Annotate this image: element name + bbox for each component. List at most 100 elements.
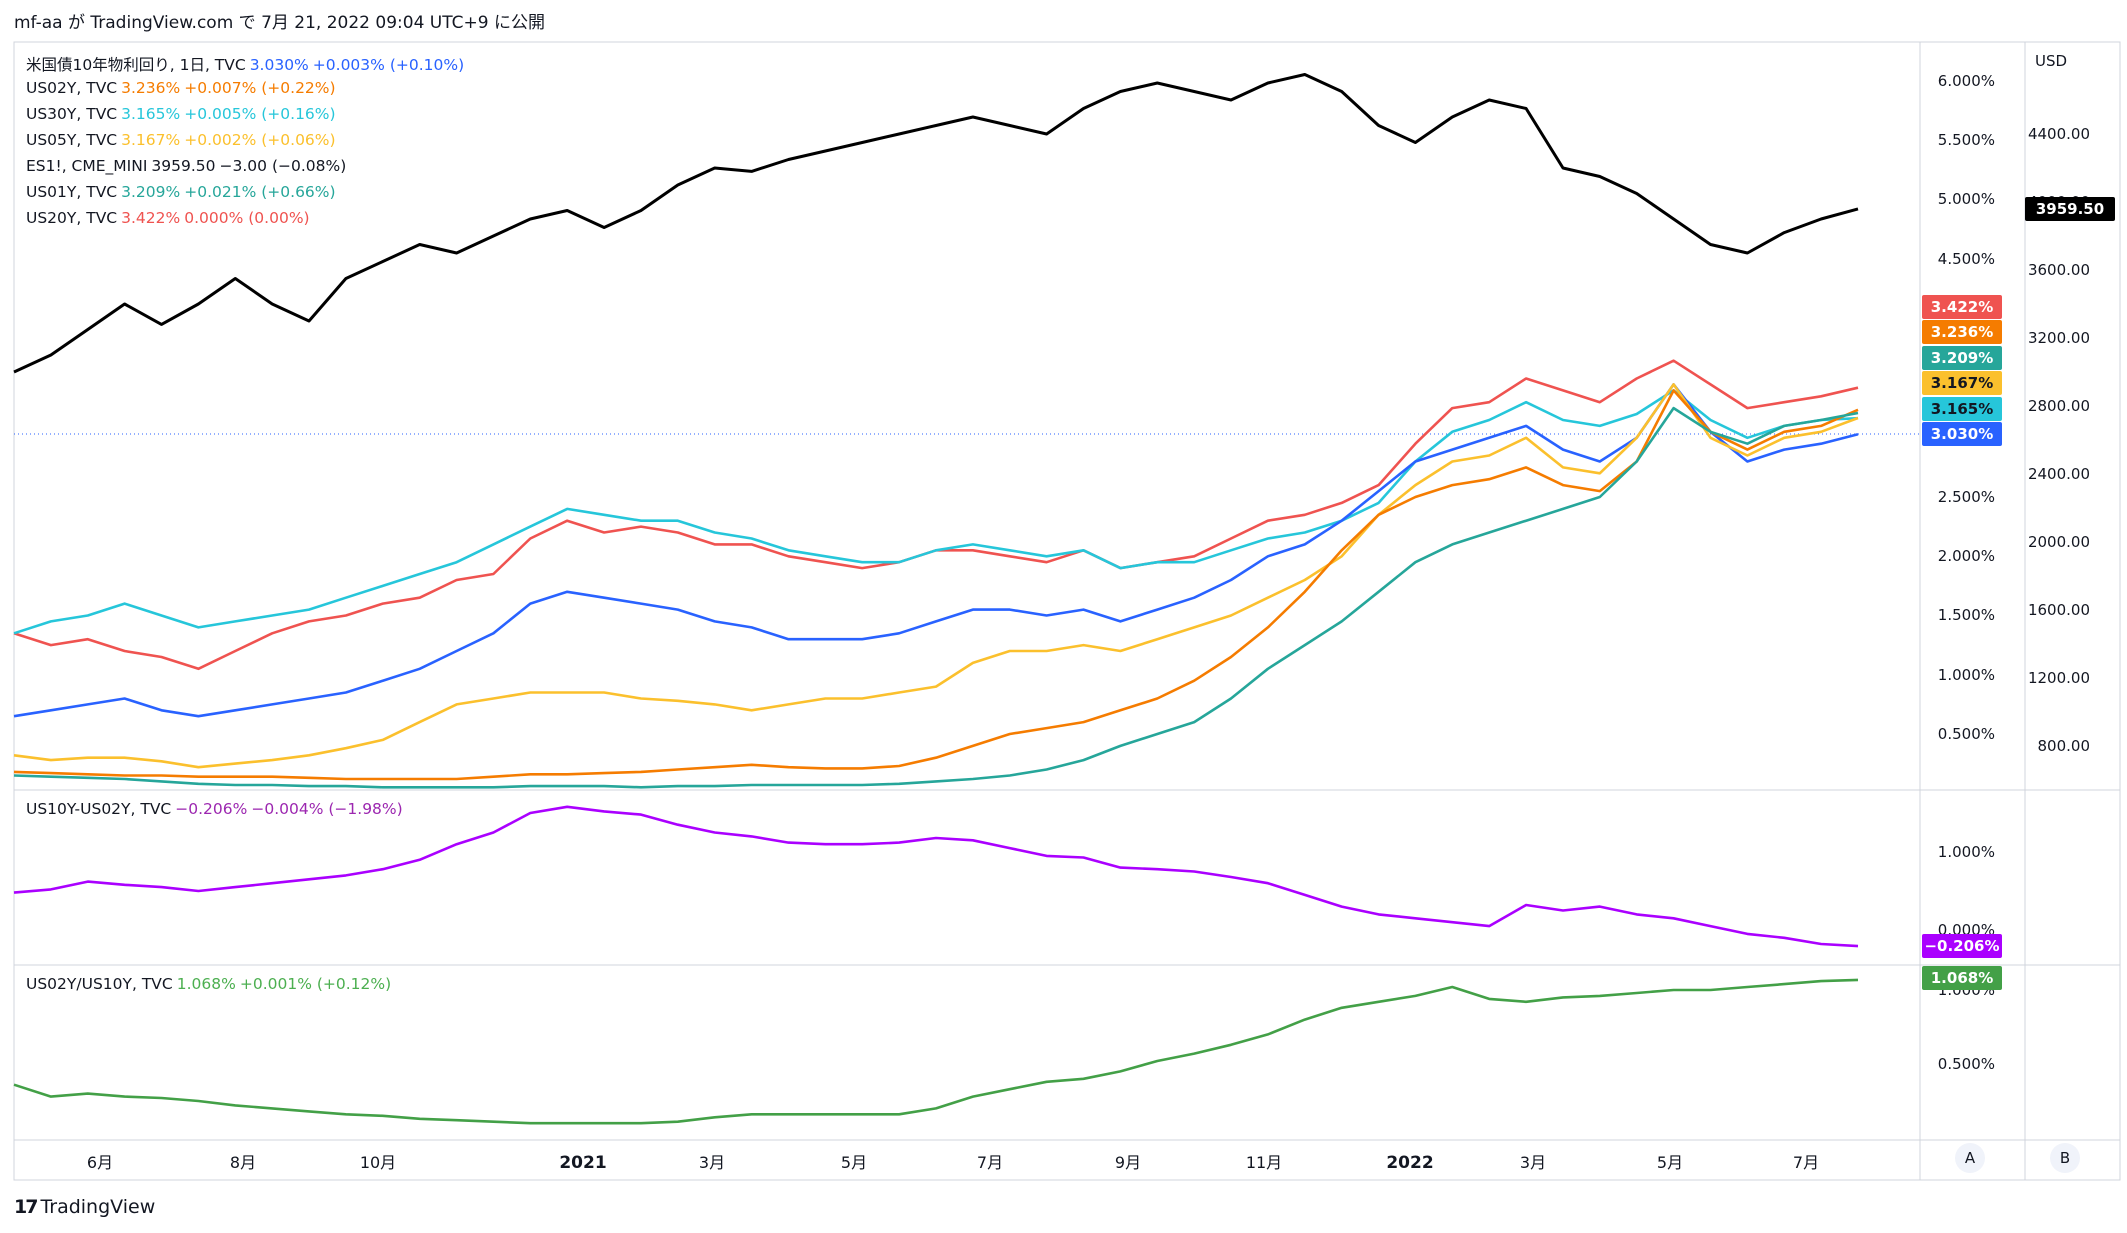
y-tick-usd: 4400.00 xyxy=(2028,125,2090,143)
legend-symbol: US01Y, TVC xyxy=(26,183,118,201)
price-tag-yield xyxy=(1922,320,2002,344)
price-tag-yield xyxy=(1922,422,2002,446)
price-tag-yield-text: 3.030% xyxy=(1931,425,1993,443)
x-tick-label: 7月 xyxy=(977,1153,1003,1172)
legend-ratio: US02Y/US10Y, TVC 1.068% +0.001% (+0.12%) xyxy=(26,975,395,1001)
legend-last-value: 3.422% xyxy=(121,209,181,227)
legend-change: +0.001% (+0.12%) xyxy=(239,975,392,993)
price-tag-yield xyxy=(1922,371,2002,395)
y-tick-spread: 1.000% xyxy=(1938,843,1995,861)
x-tick-label: 3月 xyxy=(1520,1153,1546,1172)
legend-change: +0.002% (+0.06%) xyxy=(184,131,336,149)
y-tick-pct: 2.500% xyxy=(1938,488,1995,506)
price-tag-ratio-text: 1.068% xyxy=(1931,969,1993,987)
legend-last-value: 3.209% xyxy=(121,183,181,201)
series-line-us10y xyxy=(13,383,1859,718)
chart-frame xyxy=(13,41,2121,1181)
legend-spread: US10Y-US02Y, TVC −0.206% −0.004% (−1.98%) xyxy=(26,800,407,826)
legend-symbol: US10Y-US02Y, TVC xyxy=(26,800,172,818)
price-tag-yield-text: 3.209% xyxy=(1931,349,1993,367)
tradingview-mark-icon: 17 xyxy=(14,1196,38,1218)
legend-row[interactable]: US02Y/US10Y, TVC 1.068% +0.001% (+0.12%) xyxy=(26,975,395,1001)
legend-last-value: 1.068% xyxy=(176,975,236,993)
log-scale-button[interactable]: B xyxy=(2050,1143,2080,1173)
price-tag-yield-text: 3.422% xyxy=(1931,298,1993,316)
legend-symbol: 米国債10年物利回り, 1日, TVC xyxy=(26,56,246,74)
x-tick-label: 5月 xyxy=(841,1153,867,1172)
price-tag-yield xyxy=(1922,397,2002,421)
legend-last-value: 3.165% xyxy=(121,105,181,123)
legend-main: 米国債10年物利回り, 1日, TVC 3.030% +0.003% (+0.10%… xyxy=(26,53,468,235)
y-tick-usd: 1600.00 xyxy=(2028,601,2090,619)
legend-symbol: US02Y, TVC xyxy=(26,79,118,97)
x-tick-label: 10月 xyxy=(360,1153,396,1172)
y-tick-pct: 6.000% xyxy=(1938,72,1995,90)
legend-change: −0.004% (−1.98%) xyxy=(251,800,403,818)
legend-last-value: 3.167% xyxy=(121,131,181,149)
auto-scale-button[interactable]: A xyxy=(1955,1143,1985,1173)
legend-row[interactable]: US01Y, TVC 3.209% +0.021% (+0.66%) xyxy=(26,183,468,209)
price-tag-es xyxy=(2025,197,2115,221)
legend-last-value: 3.030% xyxy=(249,56,309,74)
legend-row[interactable]: US02Y, TVC 3.236% +0.007% (+0.22%) xyxy=(26,79,468,105)
legend-symbol: ES1!, CME_MINI xyxy=(26,157,148,175)
series-line-us30y xyxy=(13,389,1859,635)
x-tick-label: 9月 xyxy=(1115,1153,1141,1172)
price-tag-yield xyxy=(1922,346,2002,370)
currency-label: USD xyxy=(2035,52,2067,70)
series-line-us10y-us02y xyxy=(13,805,1859,948)
y-tick-usd: 1200.00 xyxy=(2028,669,2090,687)
legend-last-value: −0.206% xyxy=(175,800,248,818)
price-tag-yield-text: 3.236% xyxy=(1931,323,1993,341)
y-tick-pct: 5.000% xyxy=(1938,190,1995,208)
y-tick-usd: 2000.00 xyxy=(2028,533,2090,551)
y-tick-usd: 2400.00 xyxy=(2028,465,2090,483)
legend-row[interactable]: ES1!, CME_MINI 3959.50 −3.00 (−0.08%) xyxy=(26,157,468,183)
price-tag-ratio xyxy=(1922,966,2002,990)
legend-last-value: 3959.50 xyxy=(151,157,216,175)
price-tag-yield-text: 3.165% xyxy=(1931,400,1993,418)
y-tick-pct: 1.500% xyxy=(1938,606,1995,624)
legend-row[interactable]: US05Y, TVC 3.167% +0.002% (+0.06%) xyxy=(26,131,468,157)
series-line-es1- xyxy=(13,73,1859,374)
series-line-us02y xyxy=(13,389,1859,781)
x-tick-label: 2022 xyxy=(1386,1153,1433,1173)
series-line-us05y xyxy=(13,383,1859,769)
legend-row[interactable]: 米国債10年物利回り, 1日, TVC 3.030% +0.003% (+0.10%… xyxy=(26,53,468,79)
legend-row[interactable]: US30Y, TVC 3.165% +0.005% (+0.16%) xyxy=(26,105,468,131)
legend-symbol: US20Y, TVC xyxy=(26,209,118,227)
y-tick-usd: 3200.00 xyxy=(2028,329,2090,347)
tradingview-logo-text: TradingView xyxy=(40,1196,156,1218)
y-tick-ratio: 0.500% xyxy=(1938,1055,1995,1073)
y-tick-pct: 4.500% xyxy=(1938,250,1995,268)
price-tag-spread xyxy=(1922,934,2002,958)
legend-symbol: US02Y/US10Y, TVC xyxy=(26,975,173,993)
price-tag-es-text: 3959.50 xyxy=(2036,200,2104,218)
x-tick-label: 3月 xyxy=(699,1153,725,1172)
y-tick-usd: 2800.00 xyxy=(2028,397,2090,415)
legend-change: +0.003% (+0.10%) xyxy=(312,56,465,74)
legend-change: +0.007% (+0.22%) xyxy=(184,79,336,97)
legend-last-value: 3.236% xyxy=(121,79,181,97)
tradingview-logo[interactable]: 17 TradingView xyxy=(14,1196,155,1218)
x-tick-label: 8月 xyxy=(230,1153,256,1172)
price-tag-spread-text: −0.206% xyxy=(1924,937,1999,955)
legend-symbol: US05Y, TVC xyxy=(26,131,118,149)
legend-row[interactable]: US20Y, TVC 3.422% 0.000% (0.00%) xyxy=(26,209,468,235)
legend-change: 0.000% (0.00%) xyxy=(184,209,310,227)
x-tick-label: 2021 xyxy=(559,1153,606,1173)
series-line-us02y-us10y xyxy=(13,978,1859,1125)
y-tick-pct: 0.500% xyxy=(1938,725,1995,743)
y-tick-pct: 5.500% xyxy=(1938,131,1995,149)
y-tick-pct: 2.000% xyxy=(1938,547,1995,565)
y-tick-pct: 1.000% xyxy=(1938,666,1995,684)
x-tick-label: 5月 xyxy=(1657,1153,1683,1172)
legend-row[interactable]: US10Y-US02Y, TVC −0.206% −0.004% (−1.98%) xyxy=(26,800,407,826)
x-tick-label: 11月 xyxy=(1246,1153,1282,1172)
series-line-us01y xyxy=(13,406,1859,789)
y-tick-usd: 800.00 xyxy=(2038,737,2091,755)
legend-change: +0.021% (+0.66%) xyxy=(184,183,336,201)
legend-change: −3.00 (−0.08%) xyxy=(219,157,347,175)
y-tick-usd: 3600.00 xyxy=(2028,261,2090,279)
